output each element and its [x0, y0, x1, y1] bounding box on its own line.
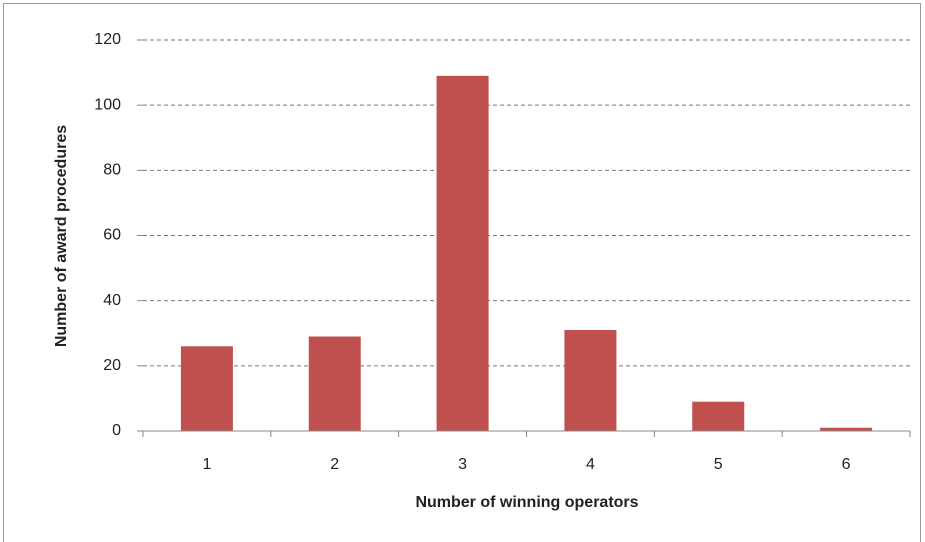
x-axis-title: Number of winning operators	[415, 494, 638, 511]
x-tick-label: 5	[714, 456, 723, 473]
y-tick-label: 40	[103, 292, 121, 309]
y-tick-label: 60	[103, 227, 121, 244]
chart-frame	[3, 3, 921, 542]
x-tick-label: 3	[458, 456, 467, 473]
bar	[564, 329, 617, 431]
x-tick-label: 6	[842, 456, 851, 473]
bar	[692, 401, 745, 431]
bar	[436, 75, 489, 431]
y-tick-label: 120	[94, 31, 121, 48]
bar	[180, 346, 233, 431]
y-tick-label: 0	[112, 422, 121, 439]
y-axis-title: Number of award procedures	[53, 125, 70, 347]
y-tick-label: 80	[103, 162, 121, 179]
x-tick-label: 4	[586, 456, 595, 473]
bar	[820, 427, 873, 431]
x-tick-label: 1	[202, 456, 211, 473]
bar	[308, 336, 361, 431]
x-tick-label: 2	[330, 456, 339, 473]
y-tick-label: 20	[103, 357, 121, 374]
y-tick-label: 100	[94, 96, 121, 113]
